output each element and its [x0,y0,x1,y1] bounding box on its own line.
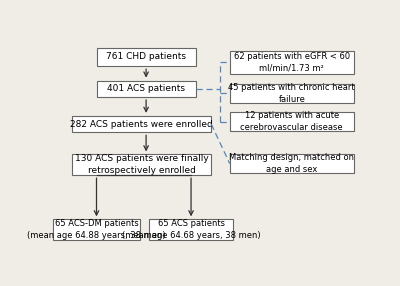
Text: 282 ACS patients were enrolled: 282 ACS patients were enrolled [70,120,213,129]
Text: 65 ACS-DM patients
(mean age 64.88 years, 38 men): 65 ACS-DM patients (mean age 64.88 years… [27,219,166,240]
FancyBboxPatch shape [149,219,233,240]
Text: 62 patients with eGFR < 60
ml/min/1.73 m²: 62 patients with eGFR < 60 ml/min/1.73 m… [234,52,350,73]
Text: Matching design, matched on
age and sex: Matching design, matched on age and sex [229,153,354,174]
Text: 12 patients with acute
cerebrovascular disease: 12 patients with acute cerebrovascular d… [240,112,343,132]
Text: 65 ACS patients
(mean age 64.68 years, 38 men): 65 ACS patients (mean age 64.68 years, 3… [122,219,260,240]
Text: 45 patients with chronic heart
failure: 45 patients with chronic heart failure [228,83,355,104]
FancyBboxPatch shape [96,47,196,66]
FancyBboxPatch shape [230,112,354,131]
FancyBboxPatch shape [72,116,211,132]
Text: 130 ACS patients were finally
retrospectively enrolled: 130 ACS patients were finally retrospect… [74,154,208,175]
FancyBboxPatch shape [230,84,354,103]
FancyBboxPatch shape [53,219,140,240]
FancyBboxPatch shape [230,51,354,74]
FancyBboxPatch shape [72,154,211,175]
FancyBboxPatch shape [230,154,354,173]
FancyBboxPatch shape [96,81,196,97]
Text: 761 CHD patients: 761 CHD patients [106,52,186,61]
Text: 401 ACS patients: 401 ACS patients [107,84,185,93]
